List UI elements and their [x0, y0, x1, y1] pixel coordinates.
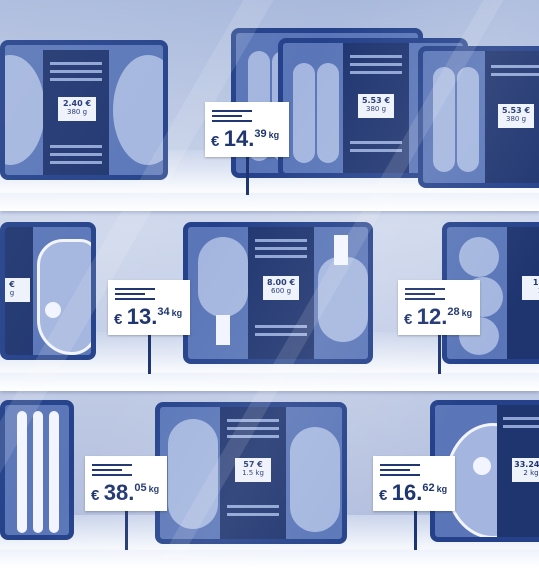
price-unit: kg	[171, 308, 183, 318]
slice-left	[5, 55, 45, 165]
price-currency: €	[114, 311, 123, 328]
pack-label-panel: 5.53 € 380 g	[343, 43, 409, 173]
label-post	[246, 155, 249, 195]
price-currency: €	[379, 487, 388, 504]
price-whole: 13.	[126, 304, 158, 329]
price-text: € 12.28 kg	[404, 304, 472, 330]
tag-price: 2.40 €	[62, 99, 92, 108]
sausage	[293, 63, 315, 163]
price-unit: kg	[268, 130, 280, 140]
slice-right	[113, 55, 163, 165]
price-whole: 12.	[416, 304, 448, 329]
chicken-right	[290, 427, 340, 532]
ham-pack: 33.24 € 2 kg	[430, 400, 539, 542]
price-cents: 39	[254, 128, 267, 140]
price-unit: kg	[436, 484, 448, 494]
tag-price: 5.53 €	[361, 96, 391, 105]
steak-pack: € g	[0, 222, 96, 360]
price-whole: 38.	[103, 480, 135, 505]
bacon-strip	[17, 411, 27, 533]
label-post	[148, 334, 151, 374]
shelf-price-label: € 13.34 kg	[108, 280, 190, 335]
tag-price: 57 €	[243, 460, 263, 469]
label-post	[414, 510, 417, 550]
pack-label-panel: € g	[5, 227, 33, 355]
tag-weight: 600 g	[270, 287, 292, 295]
tag-weight: g	[9, 289, 15, 297]
chicken-left	[168, 419, 218, 529]
drumstick-right-bone	[334, 235, 348, 265]
drumstick-bone	[216, 315, 230, 345]
shelf-1-edge	[0, 193, 539, 211]
price-currency: €	[211, 133, 220, 150]
bone	[45, 302, 61, 318]
price-whole: 16.	[391, 480, 423, 505]
chicken-leg-pack: 8.00 € 600 g	[183, 222, 373, 364]
price-tag: 33.24 € 2 kg	[511, 457, 539, 483]
price-whole: 14.	[223, 126, 255, 151]
tag-price: 1.8	[532, 278, 539, 287]
sausage-slices-pack: 2.40 € 380 g	[0, 40, 168, 180]
shelf-price-label: € 16.62 kg	[373, 456, 455, 511]
pack-label-panel: 57 € 1.5 kg	[220, 407, 286, 539]
label-post	[438, 334, 441, 374]
price-cents: 34	[157, 306, 170, 318]
meatball	[459, 237, 499, 277]
sausage-pack-right: 5.53 € 380 g	[418, 46, 539, 188]
tag-price: 33.24 €	[514, 460, 539, 469]
shelf-3-edge	[0, 550, 539, 568]
price-tag: € g	[5, 277, 31, 303]
drumstick-right	[318, 257, 368, 342]
shelf-price-label: € 12.28 kg	[398, 280, 480, 335]
price-cents: 28	[447, 306, 460, 318]
price-unit: kg	[148, 484, 160, 494]
sausage	[317, 63, 339, 163]
price-text: € 13.34 kg	[114, 304, 182, 330]
price-tag: 5.53 € 380 g	[497, 103, 535, 129]
tag-weight: 2 kg	[523, 469, 539, 477]
price-tag: 57 € 1.5 kg	[234, 457, 272, 483]
shelf-2-edge	[0, 373, 539, 391]
pack-label-panel: 2.40 € 380 g	[43, 50, 109, 175]
pack-label-panel: 33.24 € 2 kg	[497, 405, 539, 537]
tag-weight: 380 g	[66, 108, 88, 116]
price-currency: €	[91, 487, 100, 504]
whole-chicken-pack: 57 € 1.5 kg	[155, 402, 347, 544]
label-post	[125, 510, 128, 550]
tag-weight: 1	[524, 287, 539, 296]
ham-bone	[473, 457, 491, 475]
bacon-strip	[33, 411, 43, 533]
price-tag: 2.40 € 380 g	[57, 96, 97, 122]
sausage	[433, 67, 455, 172]
tag-weight: 1.5 kg	[242, 469, 264, 477]
tag-price: €	[9, 280, 15, 289]
drumstick	[198, 237, 248, 317]
pack-label-panel: 5.53 € 380 g	[485, 51, 539, 183]
pack-label-panel: 8.00 € 600 g	[248, 227, 314, 359]
shelf-price-label: € 38.05 kg	[85, 456, 167, 511]
bacon-strip	[49, 411, 59, 533]
price-text: € 14.39 kg	[211, 126, 279, 152]
price-currency: €	[404, 311, 413, 328]
steak	[37, 239, 91, 355]
tag-weight: 380 g	[505, 115, 527, 123]
price-unit: kg	[461, 308, 473, 318]
price-text: € 16.62 kg	[379, 480, 447, 506]
bacon-pack	[0, 400, 74, 540]
price-tag: 1.8 1	[521, 275, 539, 301]
price-text: € 38.05 kg	[91, 480, 159, 506]
shelf-price-label: € 14.39 kg	[205, 102, 289, 157]
sausage	[457, 67, 479, 172]
tag-price: 8.00 €	[266, 278, 296, 287]
price-tag: 5.53 € 380 g	[357, 93, 395, 119]
price-tag: 8.00 € 600 g	[262, 275, 300, 301]
tag-weight: 380 g	[365, 105, 387, 113]
price-cents: 05	[134, 482, 147, 494]
price-cents: 62	[422, 482, 435, 494]
tag-price: 5.53 €	[501, 106, 531, 115]
pack-label-panel: 1.8 1	[507, 227, 539, 359]
